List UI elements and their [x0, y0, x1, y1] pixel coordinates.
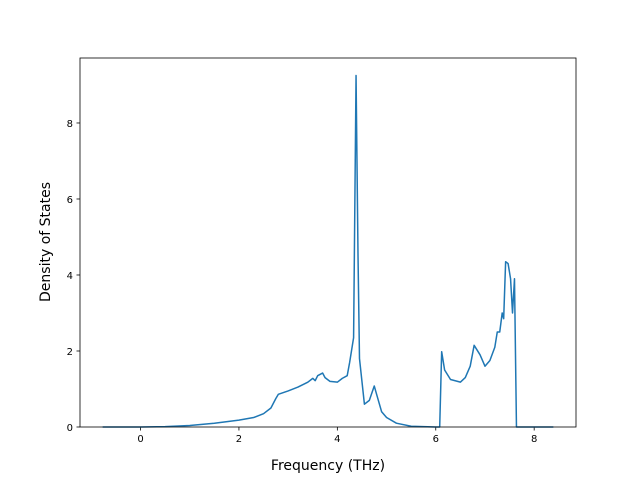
y-tick-label: 4	[67, 271, 73, 282]
x-tick-label: 6	[433, 434, 439, 445]
y-axis-label: Density of States	[38, 182, 54, 302]
y-tick-label: 6	[67, 195, 73, 206]
line	[102, 74, 554, 428]
x-axis-label: Frequency (THz)	[271, 458, 385, 474]
x-tick-label: 2	[236, 434, 242, 445]
y-tick-label: 2	[67, 347, 73, 358]
y-tick-label: 0	[67, 423, 73, 434]
x-tick-label: 8	[531, 434, 537, 445]
x-tick-label: 4	[334, 434, 340, 445]
y-tick-label: 8	[67, 119, 73, 130]
plot-frame	[79, 57, 577, 428]
x-tick-label: 0	[137, 434, 143, 445]
